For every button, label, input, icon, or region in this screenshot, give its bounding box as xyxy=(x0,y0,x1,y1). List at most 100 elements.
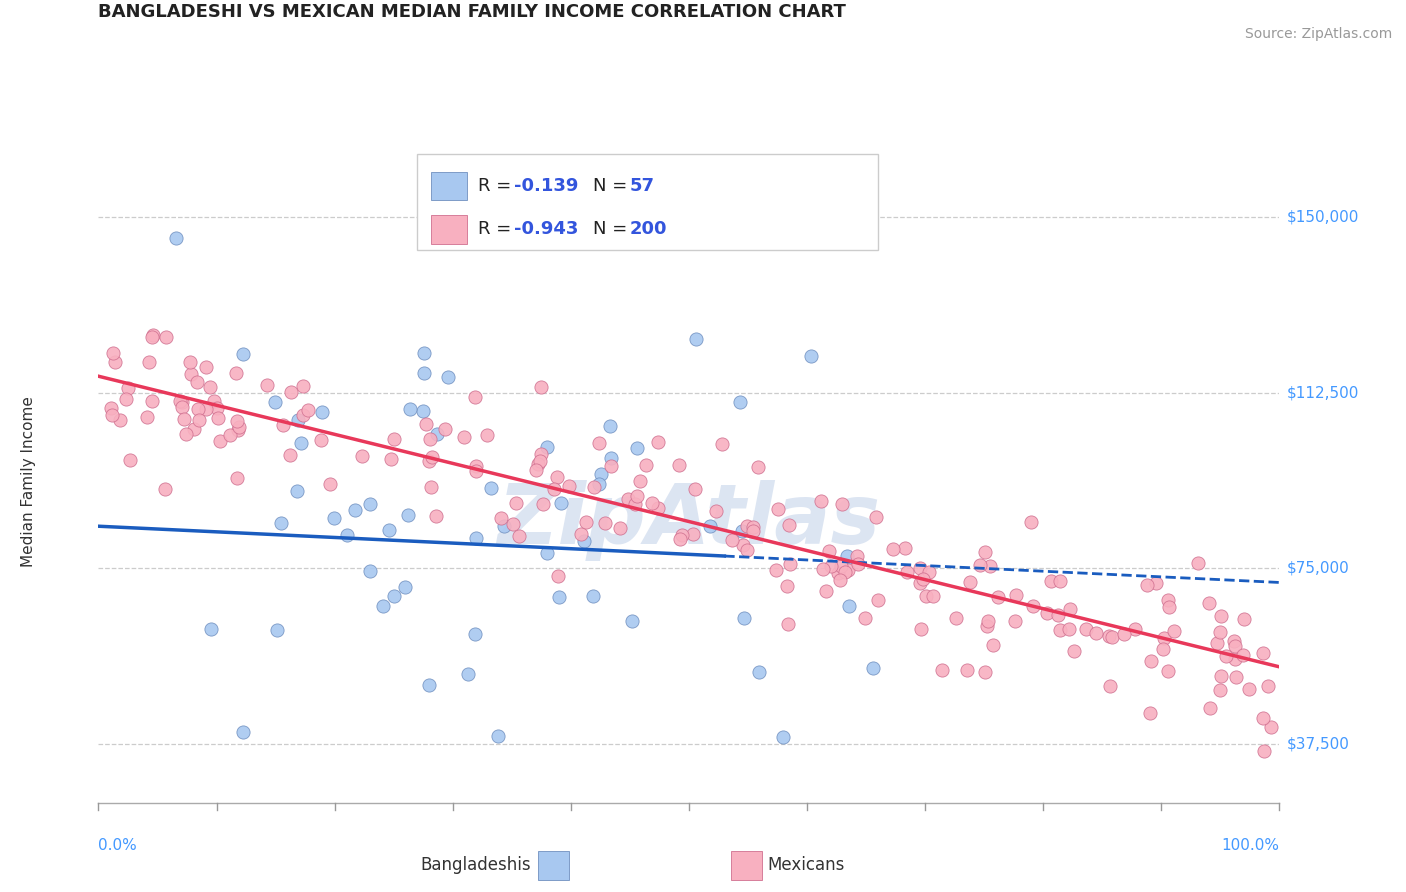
Point xyxy=(776,617,799,632)
Point xyxy=(550,496,572,510)
Point xyxy=(464,627,486,641)
Point xyxy=(1049,623,1071,637)
Point xyxy=(599,450,621,465)
Point xyxy=(1140,654,1163,668)
Point xyxy=(588,435,610,450)
Point xyxy=(433,422,456,436)
Point xyxy=(547,568,569,582)
Point xyxy=(776,579,799,593)
Point xyxy=(1085,626,1108,640)
Point xyxy=(141,393,163,408)
Point xyxy=(1233,612,1256,626)
Text: -0.943: -0.943 xyxy=(515,220,579,238)
Point xyxy=(979,558,1001,573)
Point xyxy=(489,511,512,525)
Point xyxy=(830,558,852,573)
Point xyxy=(287,413,309,427)
Point xyxy=(837,563,859,577)
Point xyxy=(737,542,759,557)
Point xyxy=(195,359,218,374)
Point xyxy=(882,541,904,556)
Point xyxy=(290,436,312,450)
Point xyxy=(318,476,340,491)
Point xyxy=(778,518,800,533)
Point xyxy=(413,345,436,359)
Point xyxy=(141,330,163,344)
Text: Bangladeshis: Bangladeshis xyxy=(420,856,531,874)
Point xyxy=(399,402,422,417)
Point xyxy=(731,524,754,538)
Point xyxy=(426,427,449,442)
Point xyxy=(232,725,254,739)
Point xyxy=(846,549,869,563)
Point xyxy=(1098,628,1121,642)
Point xyxy=(536,440,558,454)
Point xyxy=(228,420,250,434)
Point xyxy=(360,564,382,578)
Point xyxy=(765,563,787,577)
Point xyxy=(1059,602,1081,616)
Point xyxy=(508,529,530,543)
Point xyxy=(457,666,479,681)
Point xyxy=(1211,668,1233,682)
Point xyxy=(173,412,195,426)
Point xyxy=(502,517,524,532)
Point xyxy=(465,531,488,545)
Point xyxy=(976,618,998,632)
Point xyxy=(1209,625,1232,640)
Point xyxy=(1101,630,1123,644)
Point xyxy=(1257,679,1279,693)
Point xyxy=(735,519,758,533)
Point xyxy=(1225,670,1247,684)
Point xyxy=(862,661,884,675)
Point xyxy=(668,458,690,472)
Text: Mexicans: Mexicans xyxy=(768,856,845,874)
Point xyxy=(910,561,932,575)
Point xyxy=(983,638,1005,652)
Point xyxy=(626,442,648,456)
Point xyxy=(232,347,254,361)
Point xyxy=(609,521,631,535)
Point xyxy=(138,354,160,368)
Point xyxy=(1074,622,1097,636)
Text: 57: 57 xyxy=(630,177,655,195)
Point xyxy=(280,448,302,462)
Point xyxy=(117,381,139,395)
Point xyxy=(419,432,441,446)
Text: Source: ZipAtlas.com: Source: ZipAtlas.com xyxy=(1244,27,1392,41)
Point xyxy=(617,491,640,506)
Point xyxy=(772,730,794,744)
Point xyxy=(683,482,706,496)
Text: N =: N = xyxy=(593,220,633,238)
Point xyxy=(820,558,842,573)
Point xyxy=(589,467,612,482)
Point xyxy=(1049,574,1071,589)
Point xyxy=(172,400,194,414)
Point xyxy=(710,437,733,451)
Point xyxy=(207,411,229,425)
Point xyxy=(415,417,437,431)
Point xyxy=(104,354,127,368)
Point xyxy=(1222,634,1244,648)
Point xyxy=(285,483,308,498)
Point xyxy=(1157,599,1180,614)
Point xyxy=(292,408,315,422)
Point xyxy=(479,482,502,496)
Point xyxy=(1144,575,1167,590)
Point xyxy=(1152,642,1174,657)
Text: R =: R = xyxy=(478,177,517,195)
Point xyxy=(529,454,551,468)
Point xyxy=(779,557,801,571)
Point xyxy=(425,508,447,523)
Point xyxy=(741,524,763,539)
Point xyxy=(911,572,934,586)
Point xyxy=(264,395,287,409)
Point xyxy=(174,426,197,441)
Point xyxy=(588,476,610,491)
Point xyxy=(599,459,621,474)
Point xyxy=(969,558,991,572)
Point xyxy=(198,379,221,393)
Point xyxy=(931,663,953,677)
Point xyxy=(359,498,381,512)
Point xyxy=(1198,596,1220,610)
